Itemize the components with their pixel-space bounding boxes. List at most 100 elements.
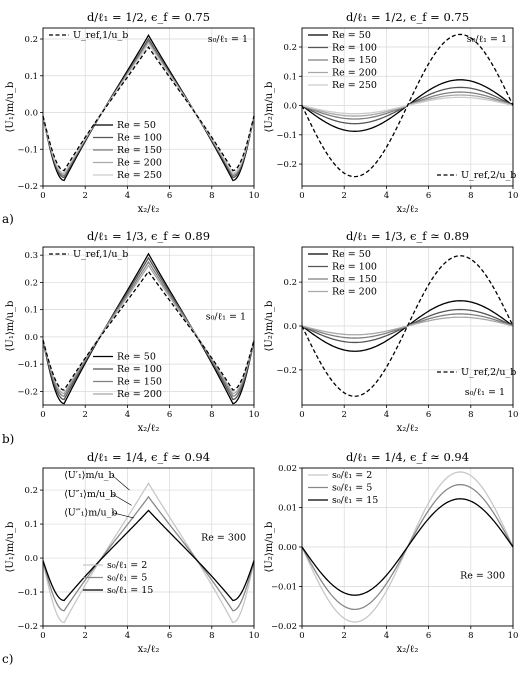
chart-title: d/ℓ₁ = 1/3, ϵ_f ≃ 0.89 [346,229,469,243]
x-tick-label: 0 [40,631,45,641]
axes-frame [42,246,255,406]
x-tick-label: 2 [341,410,346,420]
series-line-4 [301,316,514,336]
chart-panel-4: 0 2 4 6 8 10 −0.2 0.0 0.2 d/ℓ₁ = 1/3, ϵ_f ≃ 0.89 x… [264,229,518,434]
x-axis-label: x₂/ℓ₂ [397,423,419,434]
legend-label: s₀/ℓ₁ = 15 [332,495,378,506]
legend-1: U_ref,1/u_b [49,30,128,41]
x-tick-label: 4 [384,631,389,641]
x-tick-label: 10 [249,631,260,641]
y-tick-label: 0.0 [24,554,38,564]
axes-frame [42,467,255,627]
chart-title: d/ℓ₁ = 1/4, ϵ_f ≃ 0.94 [87,450,210,464]
legend-label: U_ref,1/u_b [73,30,128,41]
x-tick-label: 2 [341,631,346,641]
y-tick-label: −0.2 [17,387,38,397]
y-tick-label: 0.0 [283,102,297,112]
chart-panel-3: 0 2 4 6 8 10 −0.2 −0.1 0.0 0.1 0.2 0.3 d/ℓ₁ = 1/3, ϵ… [5,229,259,434]
legend-2: U_ref,2/u_b [437,367,516,378]
x-tick-label: 6 [167,410,172,420]
y-tick-label: 0.2 [24,35,38,45]
row-label-b: b) [2,432,14,446]
legend-label: Re = 200 [117,389,162,400]
y-tick-label: −0.2 [276,366,297,376]
series-line-5 [301,255,514,397]
y-tick-label: 0.2 [283,278,297,288]
chart-title: d/ℓ₁ = 1/4, ϵ_f ≃ 0.94 [346,450,469,464]
legend-label: Re = 150 [332,55,377,66]
pointer-label: ⟨U″₁⟩m/u_b [64,489,116,500]
x-tick-label: 8 [209,631,214,641]
x-tick-label: 0 [299,631,304,641]
y-tick-label: 0.1 [24,72,38,82]
y-axis-label: ⟨U₂⟩m/u_b [264,522,275,573]
series-line-1 [42,482,255,624]
y-tick-label: 0.1 [283,72,297,82]
legend-1: s₀/ℓ₁ = 2 s₀/ℓ₁ = 5s₀/ℓ₁ = 15 [83,560,153,596]
legend-label: Re = 50 [332,30,371,41]
legend-label: s₀/ℓ₁ = 5 [107,573,147,584]
x-axis-label: x₂/ℓ₂ [138,644,160,655]
chart-title: d/ℓ₁ = 1/2, ϵ_f = 0.75 [346,10,469,24]
chart-panel-5: 0 2 4 6 8 10 −0.2 −0.1 0.0 0.1 0.2 d/ℓ₁ = 1/4, ϵ_f … [5,450,259,655]
series-line-2 [42,495,255,612]
y-tick-label: 0.0 [24,109,38,119]
legend-label: s₀/ℓ₁ = 5 [332,483,372,494]
series-line-4 [42,264,255,395]
legend-label: Re = 200 [117,158,162,169]
pointer-label: ⟨U‴₁⟩m/u_b [64,508,117,519]
legend-label: Re = 50 [117,352,156,363]
y-tick-label: 0.0 [24,333,38,343]
y-tick-label: −0.1 [17,588,38,598]
legend-label: Re = 100 [117,364,162,375]
legend-label: Re = 100 [117,133,162,144]
series-line-3 [42,260,255,398]
legend-label: Re = 150 [117,145,162,156]
series-line-1 [42,34,255,182]
series-line-1 [42,252,255,405]
x-tick-label: 8 [209,410,214,420]
chart-panel-1: 0 2 4 6 8 10 −0.2 −0.1 0.0 0.1 0.2 d/ℓ₁ = 1/2, ϵ_f … [5,10,259,215]
annotation: s₀/ℓ₁ = 1 [206,312,246,323]
y-tick-label: 0.01 [278,504,297,514]
x-tick-label: 0 [299,410,304,420]
x-tick-label: 4 [384,410,389,420]
y-tick-label: 0.00 [278,543,297,553]
pointer-leader [112,512,134,519]
x-tick-label: 6 [426,410,431,420]
legend-label: Re = 250 [117,170,162,181]
y-tick-label: −0.2 [17,182,38,192]
legend-label: s₀/ℓ₁ = 2 [332,470,372,481]
x-axis-label: x₂/ℓ₂ [397,204,419,215]
x-tick-label: 4 [125,410,130,420]
chart-title: d/ℓ₁ = 1/3, ϵ_f ≃ 0.89 [87,229,210,243]
y-tick-label: 0.02 [278,464,297,474]
x-tick-label: 10 [508,631,519,641]
x-axis-label: x₂/ℓ₂ [138,423,160,434]
x-tick-label: 10 [249,191,260,201]
annotation: s₀/ℓ₁ = 1 [467,34,507,45]
legend-1: s₀/ℓ₁ = 2 s₀/ℓ₁ = 5s₀/ℓ₁ = 15 [308,470,378,506]
x-tick-label: 0 [40,191,45,201]
chart-panel-2: 0 2 4 6 8 10 −0.2 −0.1 0.0 0.1 0.2 d/ℓ₁ = 1/2, ϵ_f … [264,10,518,215]
x-tick-label: 2 [82,191,87,201]
x-tick-label: 8 [209,191,214,201]
x-tick-label: 8 [468,631,473,641]
y-axis-label: ⟨U₁⟩m/u_b [5,301,16,352]
y-tick-label: 0.0 [283,322,297,332]
x-tick-label: 6 [167,631,172,641]
y-tick-label: 0.3 [24,251,38,261]
y-axis-label: ⟨U₂⟩m/u_b [264,82,275,133]
x-tick-label: 2 [341,191,346,201]
legend-label: s₀/ℓ₁ = 2 [107,560,147,571]
series-line-3 [301,498,514,596]
y-tick-label: 0.1 [24,306,38,316]
x-tick-label: 8 [468,191,473,201]
legend-label: U_ref,2/u_b [461,367,516,378]
legend-label: Re = 200 [332,68,377,79]
y-tick-label: 0.2 [283,43,297,53]
